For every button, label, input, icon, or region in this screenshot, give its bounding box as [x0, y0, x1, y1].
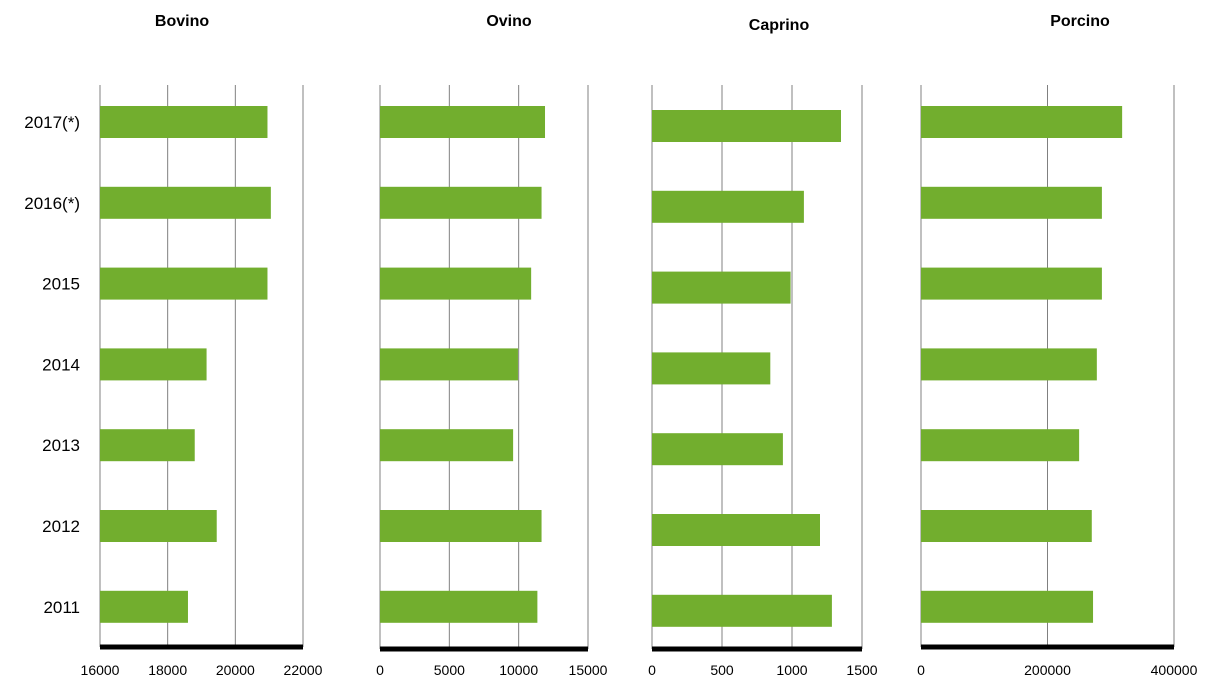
bar: [100, 429, 195, 462]
tick-label: 10000: [499, 662, 538, 678]
category-label: 2015: [42, 275, 80, 294]
bar: [380, 510, 542, 542]
panel-title: Bovino: [155, 13, 209, 30]
category-label: 2014: [42, 355, 80, 374]
bar: [100, 106, 268, 138]
tick-label: 400000: [1151, 662, 1198, 678]
bar: [921, 510, 1092, 542]
tick-label: 200000: [1024, 662, 1071, 678]
bar: [100, 186, 271, 219]
category-label: 2011: [43, 598, 80, 617]
tick-label: 0: [917, 662, 925, 678]
bar: [652, 271, 791, 304]
tick-label: 0: [376, 662, 384, 678]
bar: [100, 510, 217, 542]
bar: [921, 429, 1080, 462]
tick-label: 20000: [216, 662, 255, 678]
bar: [380, 429, 514, 462]
bar: [380, 106, 546, 138]
bar: [921, 590, 1094, 623]
bar: [100, 267, 268, 300]
tick-label: 1000: [776, 662, 807, 678]
panel-title: Porcino: [1050, 13, 1110, 30]
bar: [921, 348, 1097, 381]
bar: [100, 348, 207, 381]
bar: [652, 514, 820, 546]
bar: [380, 348, 518, 381]
tick-label: 5000: [434, 662, 465, 678]
tick-label: 0: [648, 662, 656, 678]
bar: [380, 186, 542, 219]
category-label: 2012: [42, 517, 80, 536]
bar: [652, 190, 804, 223]
bar: [921, 106, 1123, 138]
bar: [652, 352, 771, 385]
tick-label: 18000: [148, 662, 187, 678]
category-label: 2017(*): [24, 113, 80, 132]
category-label: 2013: [42, 436, 80, 455]
bar: [652, 433, 783, 466]
bar: [652, 110, 841, 142]
tick-label: 22000: [284, 662, 323, 678]
tick-label: 1500: [846, 662, 877, 678]
bar: [921, 267, 1102, 300]
bar: [380, 590, 538, 623]
bar: [921, 186, 1102, 219]
tick-label: 15000: [569, 662, 608, 678]
panel-title: Ovino: [486, 13, 532, 30]
bar: [380, 267, 532, 300]
tick-label: 500: [710, 662, 734, 678]
tick-label: 16000: [81, 662, 120, 678]
bar: [652, 594, 832, 627]
panel-title: Caprino: [749, 17, 810, 34]
bar: [100, 590, 188, 623]
category-label: 2016(*): [24, 194, 80, 213]
